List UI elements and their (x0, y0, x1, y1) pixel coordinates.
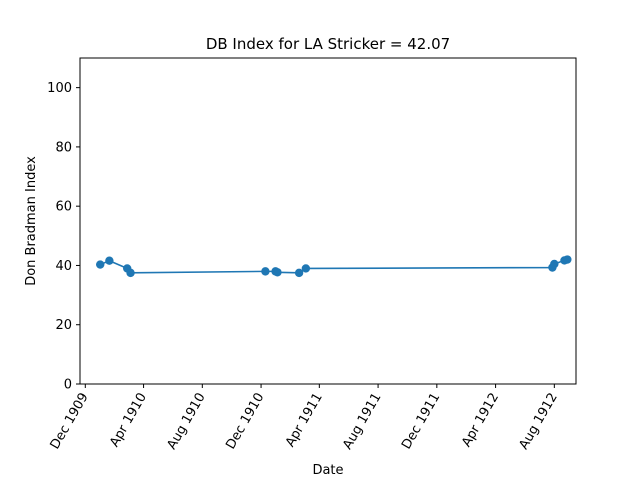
y-axis: 0 20 40 60 80 100 (47, 81, 80, 393)
data-point (261, 267, 270, 276)
y-tick-label: 0 (64, 378, 72, 393)
y-tick-label: 100 (47, 81, 72, 96)
x-axis: Dec 1909 Apr 1910 Aug 1910 Dec 1910 Apr 1911… (48, 384, 561, 452)
x-tick-label: Apr 1912 (459, 391, 502, 450)
data-point (294, 268, 304, 278)
x-axis-label: Date (312, 463, 343, 478)
data-point (96, 260, 105, 269)
data-point (105, 256, 114, 265)
data-point (550, 259, 559, 269)
plot-frame (79, 57, 577, 385)
y-tick-label: 80 (55, 140, 72, 155)
data-point (301, 264, 311, 273)
chart-title: DB Index for LA Stricker = 42.07 (206, 35, 450, 53)
data-point (126, 268, 135, 278)
data-point (563, 255, 572, 264)
y-tick-label: 40 (55, 259, 72, 274)
y-tick-label: 60 (55, 200, 72, 215)
x-tick-label: Dec 1909 (48, 391, 92, 453)
series-line (99, 258, 568, 274)
x-tick-label: Apr 1911 (283, 391, 326, 450)
plot-area (96, 255, 572, 278)
y-axis-label: Don Bradman Index (24, 156, 39, 286)
x-tick-label: Dec 1910 (223, 391, 267, 453)
y-tick-label: 20 (55, 318, 72, 333)
x-tick-label: Aug 1910 (164, 391, 208, 453)
x-tick-label: Aug 1911 (340, 391, 384, 453)
x-tick-label: Aug 1912 (516, 391, 560, 453)
data-point (273, 268, 282, 277)
x-tick-label: Dec 1911 (399, 391, 443, 453)
x-tick-label: Apr 1910 (107, 391, 150, 450)
